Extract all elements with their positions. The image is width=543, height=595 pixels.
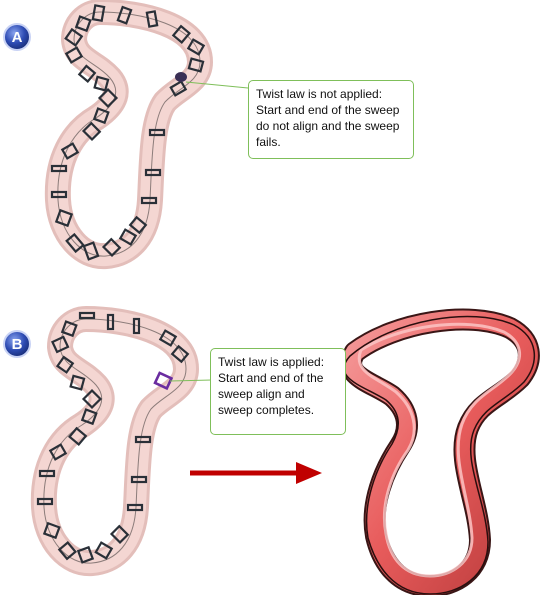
cross-section <box>64 27 84 47</box>
cross-section <box>92 107 110 125</box>
cross-section <box>97 87 119 109</box>
cross-section <box>76 545 95 564</box>
cross-section <box>50 335 70 354</box>
cross-section <box>132 317 141 335</box>
cross-section <box>145 10 159 28</box>
cross-section <box>50 190 68 199</box>
cross-section <box>158 329 178 347</box>
cross-section <box>101 237 122 258</box>
cross-section <box>81 121 102 142</box>
cross-section <box>57 540 78 561</box>
cross-section <box>170 344 190 364</box>
aligned-section-b <box>153 371 174 391</box>
cross-section <box>67 426 88 447</box>
callout-b: Twist law is applied: Start and end of t… <box>210 348 346 435</box>
cross-section <box>169 80 188 97</box>
cross-section <box>42 521 61 540</box>
cross-section <box>144 168 162 177</box>
cross-section <box>126 503 144 512</box>
cross-section <box>80 408 98 426</box>
cross-section <box>186 38 206 56</box>
cross-section <box>134 435 152 444</box>
cross-section <box>54 208 74 228</box>
cross-section <box>148 128 166 137</box>
cross-section <box>94 541 114 560</box>
cross-section <box>74 15 92 33</box>
cross-section <box>140 196 158 205</box>
completed-solid-sweep <box>340 308 540 595</box>
sweep-path-a <box>58 12 200 256</box>
cross-section <box>130 475 148 484</box>
badge-a-label: A <box>12 29 23 46</box>
panel-b: B <box>3 308 540 595</box>
badge-b: B <box>3 330 31 358</box>
cross-section <box>60 142 80 160</box>
cross-section <box>81 388 103 410</box>
cross-section <box>91 4 106 23</box>
cross-section <box>65 232 85 254</box>
callout-a: Twist law is not applied: Start and end … <box>248 80 414 159</box>
badge-a: A <box>3 23 31 51</box>
cross-section <box>109 524 130 545</box>
cross-section <box>48 443 68 461</box>
sweep-path-b <box>38 313 188 563</box>
panel-a: A <box>3 4 249 261</box>
cross-section <box>128 215 148 235</box>
cross-section <box>93 75 110 92</box>
cross-section <box>55 355 75 374</box>
cross-section <box>60 320 78 338</box>
cross-section <box>64 46 84 64</box>
cross-section <box>69 374 86 391</box>
cross-section <box>82 241 100 261</box>
cross-sections-b <box>36 311 190 564</box>
cross-section <box>187 57 205 73</box>
cross-section <box>77 64 97 84</box>
cross-section <box>36 497 54 506</box>
cross-section <box>118 228 138 246</box>
result-arrow <box>190 462 322 484</box>
callout-leader-b <box>169 379 213 382</box>
cross-section <box>116 5 133 25</box>
cross-section <box>106 313 115 331</box>
cross-section <box>38 469 56 478</box>
mismatch-point-a <box>175 72 187 82</box>
cross-section <box>78 311 96 320</box>
callout-leader-a <box>185 81 249 89</box>
cross-sections-a <box>50 4 206 261</box>
badge-b-label: B <box>12 336 23 353</box>
cross-section <box>171 24 192 45</box>
cross-section <box>50 164 68 173</box>
